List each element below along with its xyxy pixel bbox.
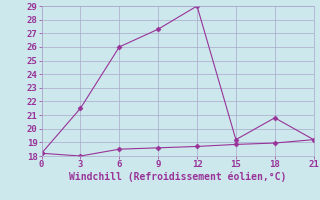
X-axis label: Windchill (Refroidissement éolien,°C): Windchill (Refroidissement éolien,°C)	[69, 172, 286, 182]
